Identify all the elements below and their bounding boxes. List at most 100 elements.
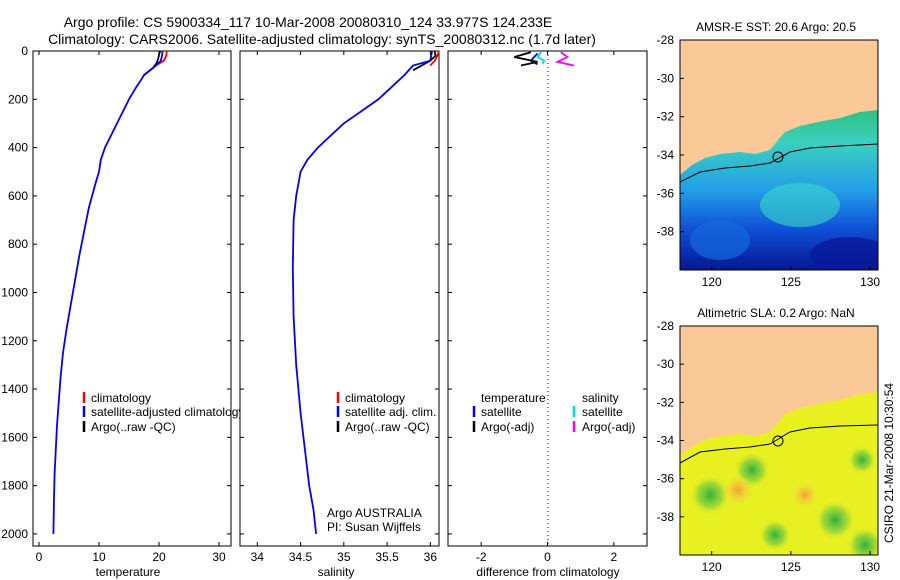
legend-argo: Argo(..raw -QC): [91, 420, 176, 434]
y-tick-label: 1600: [1, 430, 28, 444]
credit-stamp: CSIRO 21-Mar-2008 10:30:54: [882, 383, 896, 543]
lat-tick-label: -28: [657, 319, 675, 333]
sla-green-patch: [759, 519, 791, 551]
difference-series: [514, 51, 575, 67]
salinity-legend: climatology satellite adj. clim. Argo(..…: [336, 391, 436, 434]
lon-tick-label: 120: [702, 275, 722, 289]
lat-tick-label: -38: [657, 225, 675, 239]
lon-tick-label: 130: [860, 560, 880, 574]
sla-latitude-ticks: -28 -30 -32 -34 -36 -38: [657, 319, 684, 524]
sla-contour: [680, 424, 878, 464]
sst-warm-patch: [760, 183, 840, 227]
y-tick-label: 200: [8, 92, 28, 106]
lat-tick-label: -32: [657, 395, 675, 409]
sst-map-title: AMSR-E SST: 20.6 Argo: 20.5: [696, 20, 856, 34]
salinity-series: [291, 50, 440, 534]
sla-warm-patch: [722, 474, 754, 506]
x-tick-label: -2: [476, 550, 487, 564]
sst-contour: [680, 143, 878, 183]
legend-temp-satellite: satellite: [481, 405, 522, 419]
sla-green-patch: [848, 446, 876, 474]
legend-salinity-header: salinity: [582, 391, 619, 405]
lat-tick-label: -30: [657, 357, 675, 371]
temperature-axes: [32, 50, 232, 547]
lat-tick-label: -34: [657, 148, 675, 162]
lon-tick-label: 125: [781, 560, 801, 574]
sst-deep-patch: [810, 237, 878, 270]
difference-panel: -2 0 2 difference from climatology tempera…: [447, 50, 648, 579]
series-climatology: [429, 50, 440, 67]
legend-sal-argo: Argo(-adj): [582, 420, 635, 434]
sst-cool-patch: [690, 220, 750, 260]
temperature-axis-label: temperature: [96, 565, 161, 579]
legend-temperature-header: temperature: [481, 391, 546, 405]
series-temperature-argo-adj-: [514, 51, 538, 67]
sla-argo-marker: [772, 435, 784, 447]
x-tick-label: 20: [152, 550, 166, 564]
lat-tick-label: -28: [657, 33, 675, 47]
lat-tick-label: -32: [657, 110, 675, 124]
legend-temp-argo: Argo(-adj): [481, 420, 534, 434]
x-tick-label: 2: [610, 550, 617, 564]
y-tick-label: 2000: [1, 527, 28, 541]
sla-land: [680, 326, 878, 455]
x-tick-label: 30: [212, 550, 226, 564]
salinity-panel: 34 34.5 35 35.5 36 salinity climatology sate…: [239, 50, 440, 579]
salinity-axis-label: salinity: [318, 565, 355, 579]
x-tick-label: 35.5: [375, 550, 399, 564]
lat-tick-label: -30: [657, 71, 675, 85]
difference-legend: temperature satellite Argo(-adj) salinit…: [472, 391, 635, 434]
series-satellite-adj-clim-: [291, 50, 433, 534]
sla-green-patch: [690, 475, 730, 515]
x-tick-label: 35: [337, 550, 351, 564]
temperature-series: [52, 50, 168, 534]
y-tick-label: 800: [8, 237, 28, 251]
legend-sal-satellite: satellite: [582, 405, 623, 419]
sst-argo-marker: [772, 151, 784, 163]
depth-axis-ticks: 0 200 400 600 800 1000 1200 1400 1600 1800 2000: [1, 44, 231, 541]
lat-tick-label: -36: [657, 186, 675, 200]
legend-climatology: climatology: [345, 391, 405, 405]
title-line-1: Argo profile: CS 5900334_117 10-Mar-2008…: [64, 14, 553, 30]
sla-green-patch: [847, 527, 878, 555]
y-tick-label: 1000: [1, 285, 28, 299]
difference-axis-ticks: -2 0 2: [476, 51, 617, 564]
legend-climatology: climatology: [91, 391, 151, 405]
sla-warm-patch: [791, 481, 819, 509]
series-salinity-argo-adj-: [554, 51, 575, 67]
x-tick-label: 34.5: [289, 550, 313, 564]
program-annotation: Argo AUSTRALIA: [327, 506, 422, 520]
sst-longitude-ticks: 120 125 130: [702, 266, 880, 289]
legend-satellite-adjusted: satellite-adjusted climatology: [91, 405, 244, 419]
difference-axis-label: difference from climatology: [476, 565, 619, 579]
lat-tick-label: -36: [657, 472, 675, 486]
difference-depth-ticks: [448, 50, 647, 535]
x-tick-label: 36: [424, 550, 438, 564]
sst-land: [680, 40, 878, 175]
series-salinity-satellite: [536, 51, 546, 65]
lat-tick-label: -34: [657, 434, 675, 448]
temperature-legend: climatology satellite-adjusted climatolo…: [82, 391, 244, 434]
sla-map-title: Altimetric SLA: 0.2 Argo: NaN: [697, 306, 854, 320]
lat-tick-label: -38: [657, 510, 675, 524]
y-tick-label: 1200: [1, 334, 28, 348]
salinity-axis-ticks: 34 34.5 35 35.5 36: [251, 51, 438, 564]
series-satellite-adjusted-climatology: [52, 50, 164, 534]
x-tick-label: 10: [92, 550, 106, 564]
sla-green-patch: [815, 500, 855, 540]
y-tick-label: 600: [8, 189, 28, 203]
x-tick-label: 0: [36, 550, 43, 564]
legend-satellite-adj: satellite adj. clim.: [345, 405, 436, 419]
lon-tick-label: 130: [860, 275, 880, 289]
sst-map: AMSR-E SST: 20.6 Argo: 20.5 -28 -30 -32 -34…: [657, 20, 881, 289]
y-tick-label: 400: [8, 141, 28, 155]
x-tick-label: 0: [544, 550, 551, 564]
y-tick-label: 1800: [1, 479, 28, 493]
y-tick-label: 1400: [1, 382, 28, 396]
title-line-2: Climatology: CARS2006. Satellite-adjuste…: [48, 31, 596, 47]
pi-annotation: PI: Susan Wijffels: [327, 520, 421, 534]
sst-latitude-ticks: -28 -30 -32 -34 -36 -38: [657, 33, 684, 239]
sla-map: Altimetric SLA: 0.2 Argo: NaN -28-30-32-…: [657, 306, 881, 574]
temperature-panel: 0 200 400 600 800 1000 1200 1400 1600 1800 2000 0 1…: [1, 44, 244, 579]
